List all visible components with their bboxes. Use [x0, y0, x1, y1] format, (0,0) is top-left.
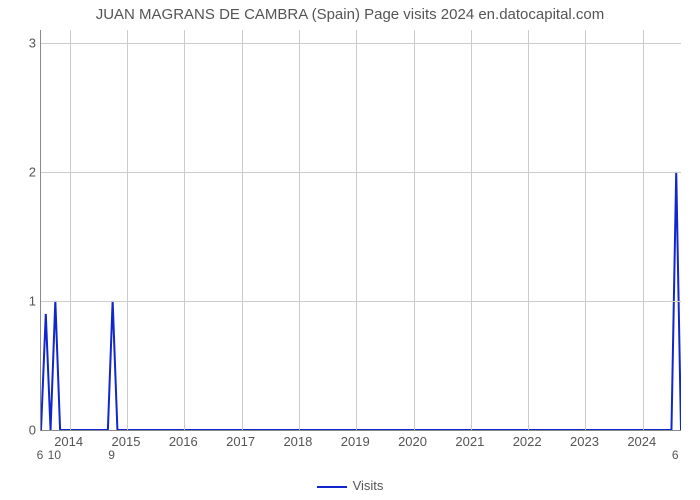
gridline-v — [356, 30, 357, 430]
x-tick-label: 2023 — [570, 434, 599, 449]
gridline-v — [299, 30, 300, 430]
gridline-v — [528, 30, 529, 430]
y-tick-label: 1 — [6, 293, 36, 308]
chart-title: JUAN MAGRANS DE CAMBRA (Spain) Page visi… — [0, 6, 700, 23]
gridline-v — [184, 30, 185, 430]
chart-container: JUAN MAGRANS DE CAMBRA (Spain) Page visi… — [0, 0, 700, 500]
data-point-label: 9 — [108, 448, 115, 462]
gridline-v — [242, 30, 243, 430]
x-tick-label: 2024 — [627, 434, 656, 449]
x-tick-label: 2017 — [226, 434, 255, 449]
gridline-v — [127, 30, 128, 430]
x-tick-label: 2015 — [112, 434, 141, 449]
x-tick-label: 2018 — [283, 434, 312, 449]
legend: Visits — [317, 478, 384, 493]
data-point-label: 6 — [672, 448, 679, 462]
x-tick-label: 2019 — [341, 434, 370, 449]
gridline-v — [70, 30, 71, 430]
x-axis-label: Visits — [0, 478, 700, 493]
legend-label: Visits — [353, 478, 384, 493]
gridline-v — [585, 30, 586, 430]
y-tick-label: 3 — [6, 35, 36, 50]
y-tick-label: 2 — [6, 164, 36, 179]
data-point-label: 6 — [37, 448, 44, 462]
x-tick-label: 2022 — [513, 434, 542, 449]
legend-swatch — [317, 486, 347, 488]
y-tick-label: 0 — [6, 423, 36, 438]
x-tick-label: 2014 — [54, 434, 83, 449]
gridline-v — [471, 30, 472, 430]
gridline-v — [414, 30, 415, 430]
x-tick-label: 2016 — [169, 434, 198, 449]
x-tick-label: 2021 — [455, 434, 484, 449]
data-point-label: 10 — [48, 448, 61, 462]
gridline-v — [643, 30, 644, 430]
x-tick-label: 2020 — [398, 434, 427, 449]
plot-area — [40, 30, 681, 431]
